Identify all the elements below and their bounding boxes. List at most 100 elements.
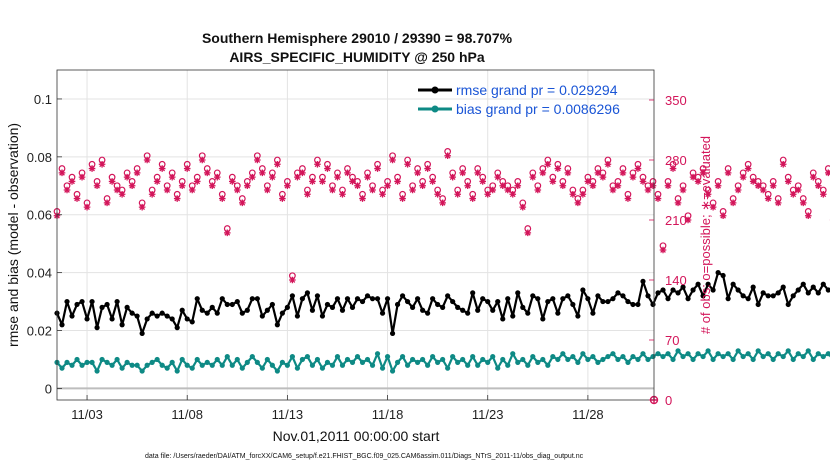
evaluated-obs-point	[804, 212, 812, 220]
evaluated-obs-point	[609, 186, 617, 194]
bias-point	[690, 356, 696, 363]
rmse-point	[244, 307, 250, 313]
evaluated-obs-point	[249, 173, 256, 181]
rmse-point	[685, 296, 691, 302]
evaluated-obs-point	[744, 165, 752, 172]
rmse-point	[254, 296, 260, 302]
bias-point	[425, 362, 431, 368]
rmse-point	[344, 296, 351, 302]
bias-point	[695, 351, 701, 357]
evaluated-obs-point	[329, 186, 336, 194]
evaluated-obs-point	[83, 203, 91, 211]
evaluated-obs-point	[434, 190, 441, 198]
rmse-point	[224, 301, 230, 308]
evaluated-obs-point	[213, 173, 221, 181]
bias-point	[104, 359, 110, 365]
evaluated-obs-point	[719, 212, 727, 220]
bias-point	[254, 359, 260, 365]
rmse-point	[314, 293, 321, 299]
evaluated-obs-point	[133, 169, 141, 177]
rmse-point	[545, 298, 551, 305]
rmse-point	[620, 293, 626, 299]
evaluated-obs-point	[579, 190, 587, 198]
bias-point	[465, 362, 471, 368]
evaluated-obs-point	[409, 186, 416, 194]
legend: rmse grand pr = 0.029294 bias grand pr =…	[418, 82, 620, 117]
evaluated-obs-point	[529, 173, 537, 181]
evaluated-obs-point	[714, 182, 722, 190]
evaluated-obs-point	[554, 165, 562, 172]
rmse-point	[555, 310, 561, 316]
rmse-point	[565, 293, 571, 299]
rmse-point	[455, 304, 461, 310]
evaluated-obs-point	[539, 169, 547, 177]
bias-point	[585, 356, 591, 363]
evaluated-obs-point	[334, 173, 341, 181]
evaluated-obs-point	[454, 190, 461, 198]
bias-point	[515, 359, 521, 365]
bias-point	[389, 368, 396, 374]
bias-point	[184, 362, 190, 368]
y-tick-label: 0.08	[27, 150, 52, 165]
rmse-point	[149, 310, 155, 316]
bias-point	[199, 362, 205, 368]
rmse-point	[495, 298, 501, 305]
bias-point	[329, 362, 336, 368]
rmse-point	[174, 325, 180, 331]
bias-point	[164, 365, 170, 371]
right-tick-label: 350	[665, 93, 687, 108]
evaluated-obs-point	[239, 199, 246, 207]
rmse-point	[199, 307, 205, 313]
evaluated-obs-point	[679, 186, 687, 194]
bias-point	[349, 359, 356, 365]
bias-point	[379, 365, 386, 371]
y-tick-label: 0.1	[34, 92, 52, 107]
rmse-point	[339, 307, 346, 313]
rmse-point	[820, 281, 826, 287]
evaluated-obs-point	[384, 182, 391, 190]
bias-point	[159, 362, 165, 368]
rmse-point	[475, 307, 481, 313]
rmse-point	[304, 290, 311, 296]
rmse-point	[64, 298, 70, 305]
bias-point	[354, 353, 361, 360]
evaluated-obs-point	[93, 182, 101, 190]
bias-point	[264, 356, 270, 363]
evaluated-obs-point	[68, 178, 76, 185]
evaluated-obs-point	[78, 173, 86, 181]
bias-point	[580, 351, 586, 357]
bias-point	[74, 356, 80, 363]
rmse-point	[354, 296, 361, 302]
evaluated-obs-point	[223, 229, 231, 237]
y-axis-ticks: 0 0.02 0.04 0.06 0.08 0.1	[27, 92, 62, 396]
evaluated-obs-point	[444, 152, 451, 160]
bias-point	[450, 353, 456, 360]
evaluated-obs-point	[394, 178, 401, 185]
evaluated-obs-point	[644, 186, 652, 194]
evaluated-obs-point	[464, 182, 471, 190]
rmse-point	[660, 287, 666, 293]
rmse-point	[710, 287, 716, 293]
rmse-point	[570, 301, 576, 308]
legend-bias-label: bias grand pr = 0.0086296	[456, 101, 620, 117]
bias-point	[655, 351, 661, 357]
bias-point	[785, 348, 791, 354]
bias-point	[174, 368, 180, 374]
rmse-point	[670, 287, 676, 293]
bias-point	[815, 351, 821, 357]
evaluated-obs-point	[118, 190, 126, 198]
evaluated-obs-point	[749, 178, 757, 185]
series-layer	[53, 148, 830, 405]
evaluated-obs-point	[284, 182, 291, 190]
rmse-point	[359, 298, 366, 305]
bias-point	[800, 353, 806, 360]
evaluated-obs-point	[369, 186, 376, 194]
bias-point	[334, 353, 341, 360]
rmse-point	[144, 316, 150, 322]
rmse-point	[540, 316, 546, 322]
evaluated-obs-point	[724, 169, 732, 177]
bias-point	[760, 353, 766, 360]
rmse-point	[725, 296, 731, 302]
evaluated-obs-point	[694, 178, 702, 185]
rmse-point	[700, 293, 706, 299]
